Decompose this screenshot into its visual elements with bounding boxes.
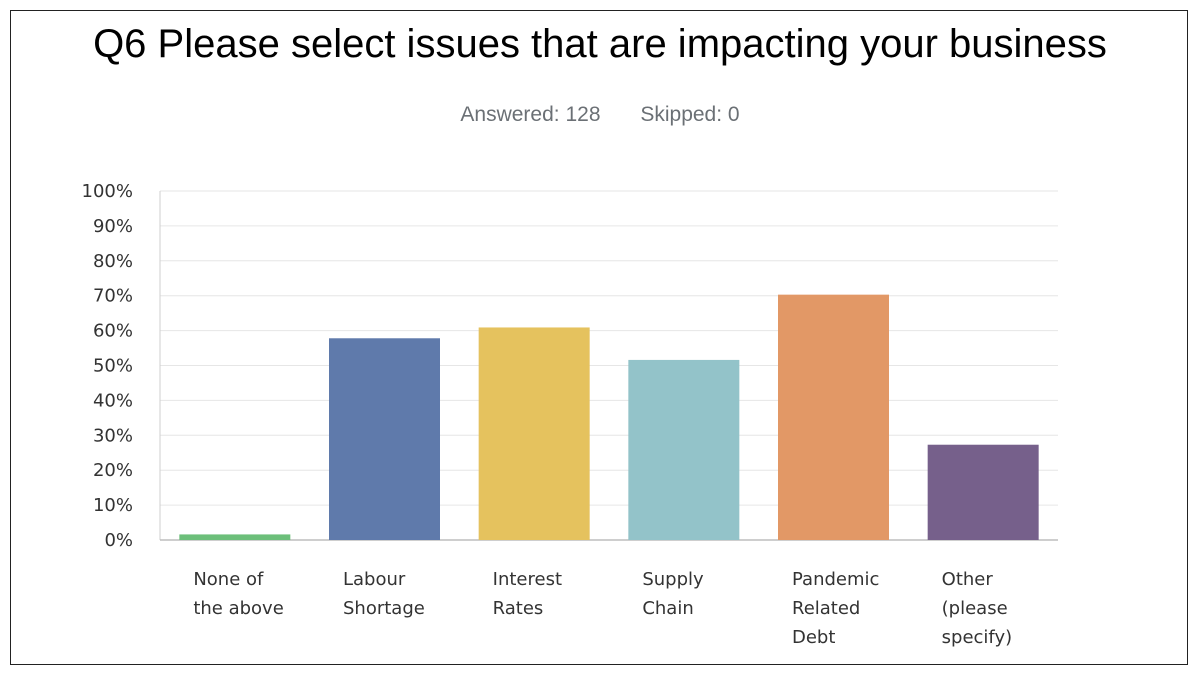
response-stats: Answered: 128 Skipped: 0	[0, 103, 1200, 127]
y-tick-label-10: 10%	[93, 495, 133, 516]
y-tick-label-100: 100%	[82, 181, 133, 202]
x-category-label-5-1: (please	[942, 598, 1008, 619]
y-tick-label-40: 40%	[93, 390, 133, 411]
y-tick-label-60: 60%	[93, 321, 133, 342]
y-tick-label-80: 80%	[93, 251, 133, 272]
x-category-label-5-2: specify)	[942, 627, 1012, 648]
y-tick-label-30: 30%	[93, 425, 133, 446]
x-category-label-1-1: Shortage	[343, 598, 425, 619]
x-category-label-0-0: None of	[193, 569, 264, 590]
chart-frame	[10, 10, 1188, 665]
skipped-count: Skipped: 0	[640, 103, 740, 126]
bar-2	[478, 327, 590, 540]
x-category-label-5-0: Other	[942, 569, 994, 590]
bar-3	[628, 359, 740, 540]
bar-1	[329, 338, 440, 540]
y-tick-label-70: 70%	[93, 286, 133, 307]
chart-title: Q6 Please select issues that are impacti…	[93, 22, 1107, 66]
bar-0	[179, 534, 291, 540]
x-category-label-3-1: Chain	[642, 598, 693, 619]
y-tick-label-20: 20%	[93, 460, 133, 481]
x-category-label-4-0: Pandemic	[792, 569, 879, 590]
x-category-label-4-1: Related	[792, 598, 860, 619]
answered-count: Answered: 128	[460, 103, 601, 126]
x-category-label-0-1: the above	[193, 598, 283, 619]
x-category-label-2-1: Rates	[493, 598, 544, 619]
x-category-label-3-0: Supply	[642, 569, 704, 590]
x-category-label-2-0: Interest	[493, 569, 562, 590]
y-tick-label-0: 0%	[104, 530, 133, 551]
y-tick-label-90: 90%	[93, 216, 133, 237]
bar-5	[927, 444, 1039, 540]
bar-4	[778, 294, 889, 540]
x-category-label-1-0: Labour	[343, 569, 406, 590]
y-tick-label-50: 50%	[93, 356, 133, 377]
x-category-label-4-2: Debt	[792, 627, 835, 648]
